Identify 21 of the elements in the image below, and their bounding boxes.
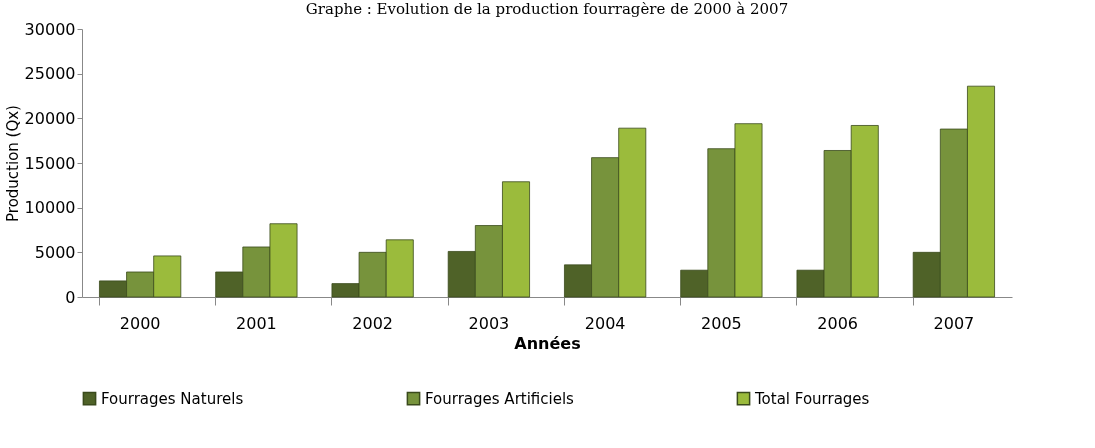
x-tick-label: 2006 (817, 313, 858, 333)
legend-label: Fourrages Naturels (101, 389, 244, 408)
x-tick-label: 2000 (119, 313, 161, 333)
y-tick-label: 30000 (24, 19, 76, 39)
x-tick-label: 2002 (352, 313, 393, 333)
legend-label: Total Fourrages (754, 389, 870, 408)
y-axis-title: Production (Qx) (3, 105, 22, 222)
y-tick-label: 20000 (24, 108, 76, 128)
x-tick-label: 2004 (584, 313, 626, 333)
y-tick-label: 15000 (24, 153, 76, 173)
y-tick-label: 5000 (34, 242, 76, 262)
x-tick-label: 2003 (468, 313, 510, 333)
y-tick-label: 0 (65, 287, 76, 307)
y-tick-label: 10000 (24, 198, 76, 218)
x-tick-label: 2001 (236, 313, 277, 333)
y-tick-label: 25000 (24, 64, 76, 84)
legend-label: Fourrages Artificiels (425, 389, 575, 408)
x-tick-label: 2005 (701, 313, 742, 333)
x-tick-label: 2007 (933, 313, 975, 333)
x-axis-title: Années (514, 333, 581, 353)
chart-title: Graphe : Evolution de la production fourragère de 2000 à 2007 (305, 0, 789, 18)
